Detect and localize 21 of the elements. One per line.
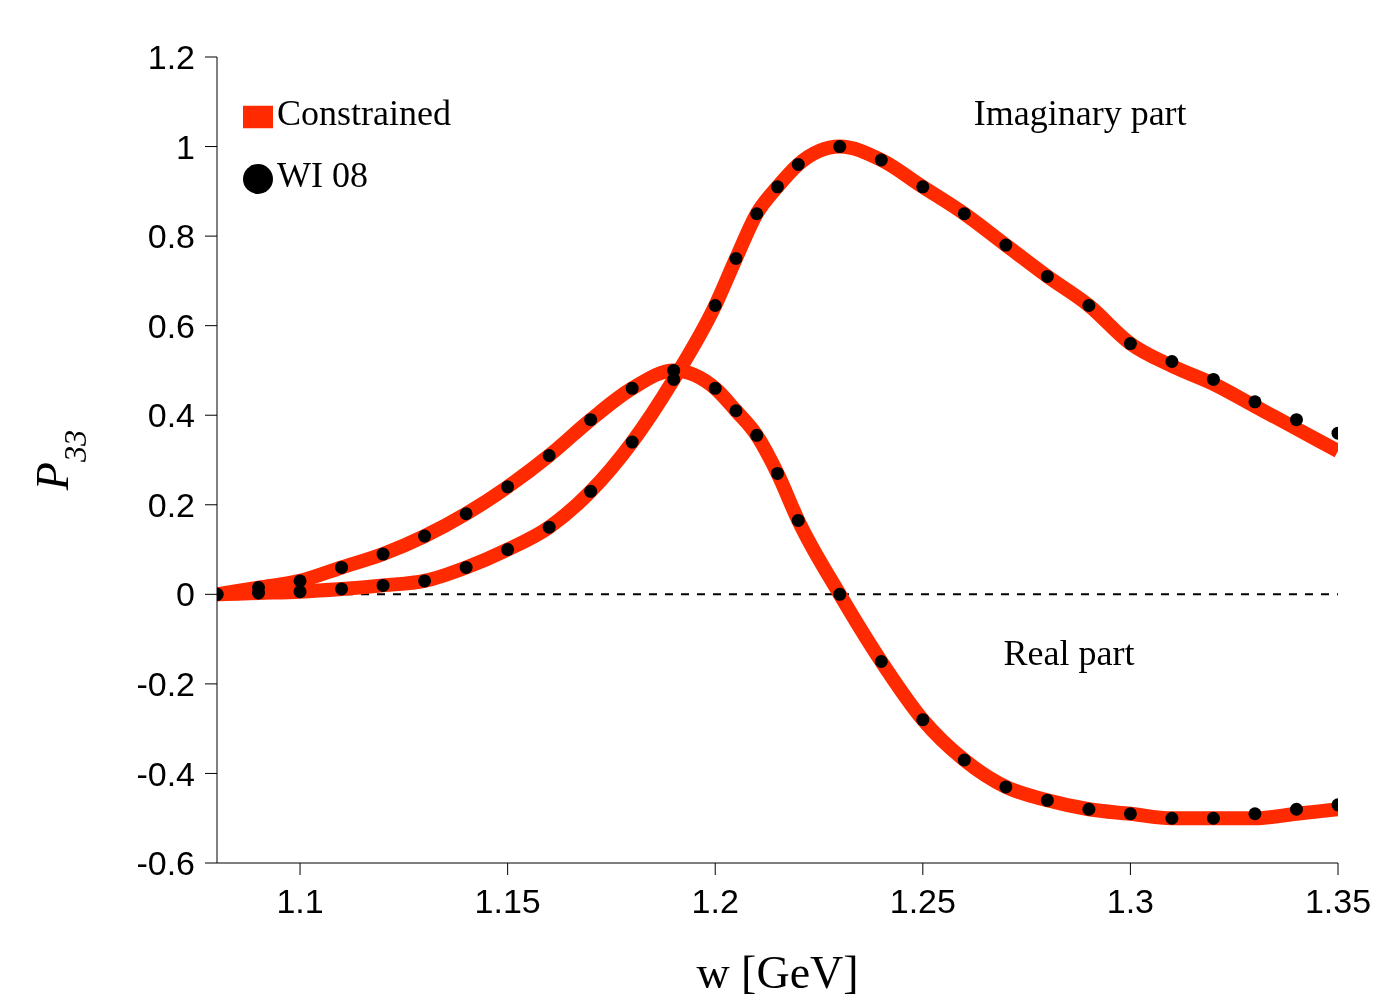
annotation: Real part bbox=[1003, 633, 1135, 674]
x-tick-label: 1.2 bbox=[691, 882, 739, 921]
y-tick-label: 1.2 bbox=[147, 38, 195, 77]
legend-label: Constrained bbox=[277, 93, 451, 133]
x-axis-title: w [GeV] bbox=[696, 947, 859, 998]
x-tick-label: 1.35 bbox=[1304, 882, 1372, 921]
y-tick-label: -0.4 bbox=[136, 754, 195, 793]
y-tick-label: 0.4 bbox=[147, 396, 195, 435]
y-tick-label: 0.2 bbox=[147, 485, 195, 524]
y-tick-label: 0 bbox=[176, 575, 195, 614]
annotation: Imaginary part bbox=[973, 93, 1187, 134]
y-tick-label: 1 bbox=[176, 127, 195, 166]
y-tick-label: -0.2 bbox=[136, 664, 195, 703]
y-tick-label: 0.6 bbox=[147, 306, 195, 345]
x-tick-label: 1.3 bbox=[1106, 882, 1155, 921]
x-tick-label: 1.25 bbox=[889, 882, 956, 921]
x-tick-label: 1.1 bbox=[276, 882, 324, 921]
y-tick-label: -0.6 bbox=[136, 844, 195, 883]
x-tick-label: 1.15 bbox=[474, 882, 541, 921]
legend-label: WI 08 bbox=[277, 155, 368, 195]
y-tick-label: 0.8 bbox=[147, 217, 195, 256]
